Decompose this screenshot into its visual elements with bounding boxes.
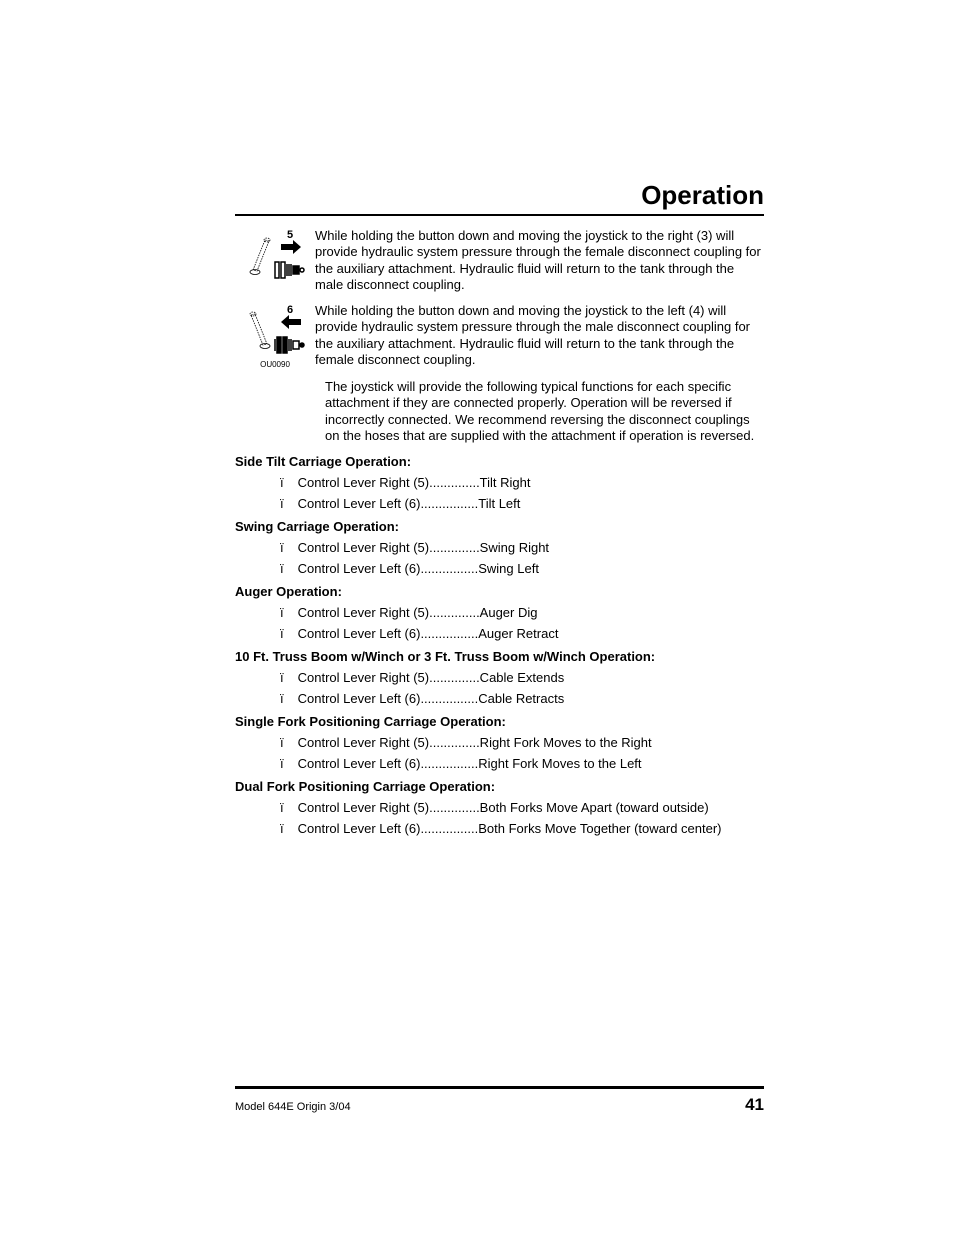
paragraph-2: While holding the button down and moving… bbox=[315, 303, 764, 368]
operation-item: ï Control Lever Right (5)..............S… bbox=[280, 540, 764, 555]
operation-item: ï Control Lever Right (5)..............C… bbox=[280, 670, 764, 685]
operation-item: ï Control Lever Right (5)..............A… bbox=[280, 605, 764, 620]
bullet-icon: ï bbox=[280, 756, 294, 771]
operation-section: Swing Carriage Operation: ï Control Lever… bbox=[235, 519, 764, 576]
operation-section: Dual Fork Positioning Carriage Operation… bbox=[235, 779, 764, 836]
icon-number-5: 5 bbox=[287, 229, 293, 241]
bullet-icon: ï bbox=[280, 561, 294, 576]
bullet-icon: ï bbox=[280, 670, 294, 685]
operation-item: ï Control Lever Left (6)................… bbox=[280, 561, 764, 576]
joystick-icon-5: 5 bbox=[235, 228, 315, 283]
operation-item-text: Control Lever Left (6)................Ri… bbox=[294, 756, 642, 771]
operation-item: ï Control Lever Left (6)................… bbox=[280, 756, 764, 771]
bullet-icon: ï bbox=[280, 800, 294, 815]
operation-item-text: Control Lever Right (5)..............Til… bbox=[294, 475, 530, 490]
page-footer: Model 644E Origin 3/04 41 bbox=[235, 1086, 764, 1115]
operation-heading: Side Tilt Carriage Operation: bbox=[235, 454, 764, 469]
operation-item-text: Control Lever Left (6)................Au… bbox=[294, 626, 558, 641]
operation-section: Auger Operation: ï Control Lever Right (5… bbox=[235, 584, 764, 641]
operation-item: ï Control Lever Left (6)................… bbox=[280, 496, 764, 511]
paragraph-1: While holding the button down and moving… bbox=[315, 228, 764, 293]
icon-paragraph-row-6: 6 OU0 bbox=[235, 303, 764, 369]
operation-item-text: Control Lever Left (6)................Ca… bbox=[294, 691, 564, 706]
section-title: Operation bbox=[235, 180, 764, 216]
operation-item-text: Control Lever Right (5)..............Rig… bbox=[294, 735, 652, 750]
bullet-icon: ï bbox=[280, 496, 294, 511]
operation-item-text: Control Lever Right (5)..............Bot… bbox=[294, 800, 709, 815]
footer-model-info: Model 644E Origin 3/04 bbox=[235, 1101, 351, 1113]
joystick-icon-6: 6 OU0 bbox=[235, 303, 315, 369]
operation-section: 10 Ft. Truss Boom w/Winch or 3 Ft. Truss… bbox=[235, 649, 764, 706]
operation-item-text: Control Lever Right (5)..............Cab… bbox=[294, 670, 564, 685]
operation-item-text: Control Lever Left (6)................Bo… bbox=[294, 821, 722, 836]
operation-heading: Single Fork Positioning Carriage Operati… bbox=[235, 714, 764, 729]
bullet-icon: ï bbox=[280, 691, 294, 706]
operation-item: ï Control Lever Left (6)................… bbox=[280, 691, 764, 706]
bullet-icon: ï bbox=[280, 735, 294, 750]
bullet-icon: ï bbox=[280, 605, 294, 620]
operation-heading: Auger Operation: bbox=[235, 584, 764, 599]
operation-section: Single Fork Positioning Carriage Operati… bbox=[235, 714, 764, 771]
operation-item: ï Control Lever Left (6)................… bbox=[280, 821, 764, 836]
operation-heading: Swing Carriage Operation: bbox=[235, 519, 764, 534]
operation-item: ï Control Lever Left (6)................… bbox=[280, 626, 764, 641]
figure-reference: OU0090 bbox=[235, 360, 315, 369]
operation-item: ï Control Lever Right (5)..............R… bbox=[280, 735, 764, 750]
bullet-icon: ï bbox=[280, 540, 294, 555]
bullet-icon: ï bbox=[280, 626, 294, 641]
bullet-icon: ï bbox=[280, 475, 294, 490]
operation-item-text: Control Lever Left (6)................Sw… bbox=[294, 561, 539, 576]
operation-item-text: Control Lever Right (5)..............Swi… bbox=[294, 540, 549, 555]
paragraph-3: The joystick will provide the following … bbox=[325, 379, 764, 444]
bullet-icon: ï bbox=[280, 821, 294, 836]
operation-heading: 10 Ft. Truss Boom w/Winch or 3 Ft. Truss… bbox=[235, 649, 764, 664]
operation-item-text: Control Lever Right (5)..............Aug… bbox=[294, 605, 537, 620]
operation-item: ï Control Lever Right (5)..............B… bbox=[280, 800, 764, 815]
icon-paragraph-row-5: 5 bbox=[235, 228, 764, 293]
operation-item-text: Control Lever Left (6)................Ti… bbox=[294, 496, 520, 511]
operation-heading: Dual Fork Positioning Carriage Operation… bbox=[235, 779, 764, 794]
operation-item: ï Control Lever Right (5)..............T… bbox=[280, 475, 764, 490]
page-number: 41 bbox=[745, 1095, 764, 1115]
icon-number-6: 6 bbox=[287, 304, 293, 316]
operation-section: Side Tilt Carriage Operation: ï Control L… bbox=[235, 454, 764, 511]
